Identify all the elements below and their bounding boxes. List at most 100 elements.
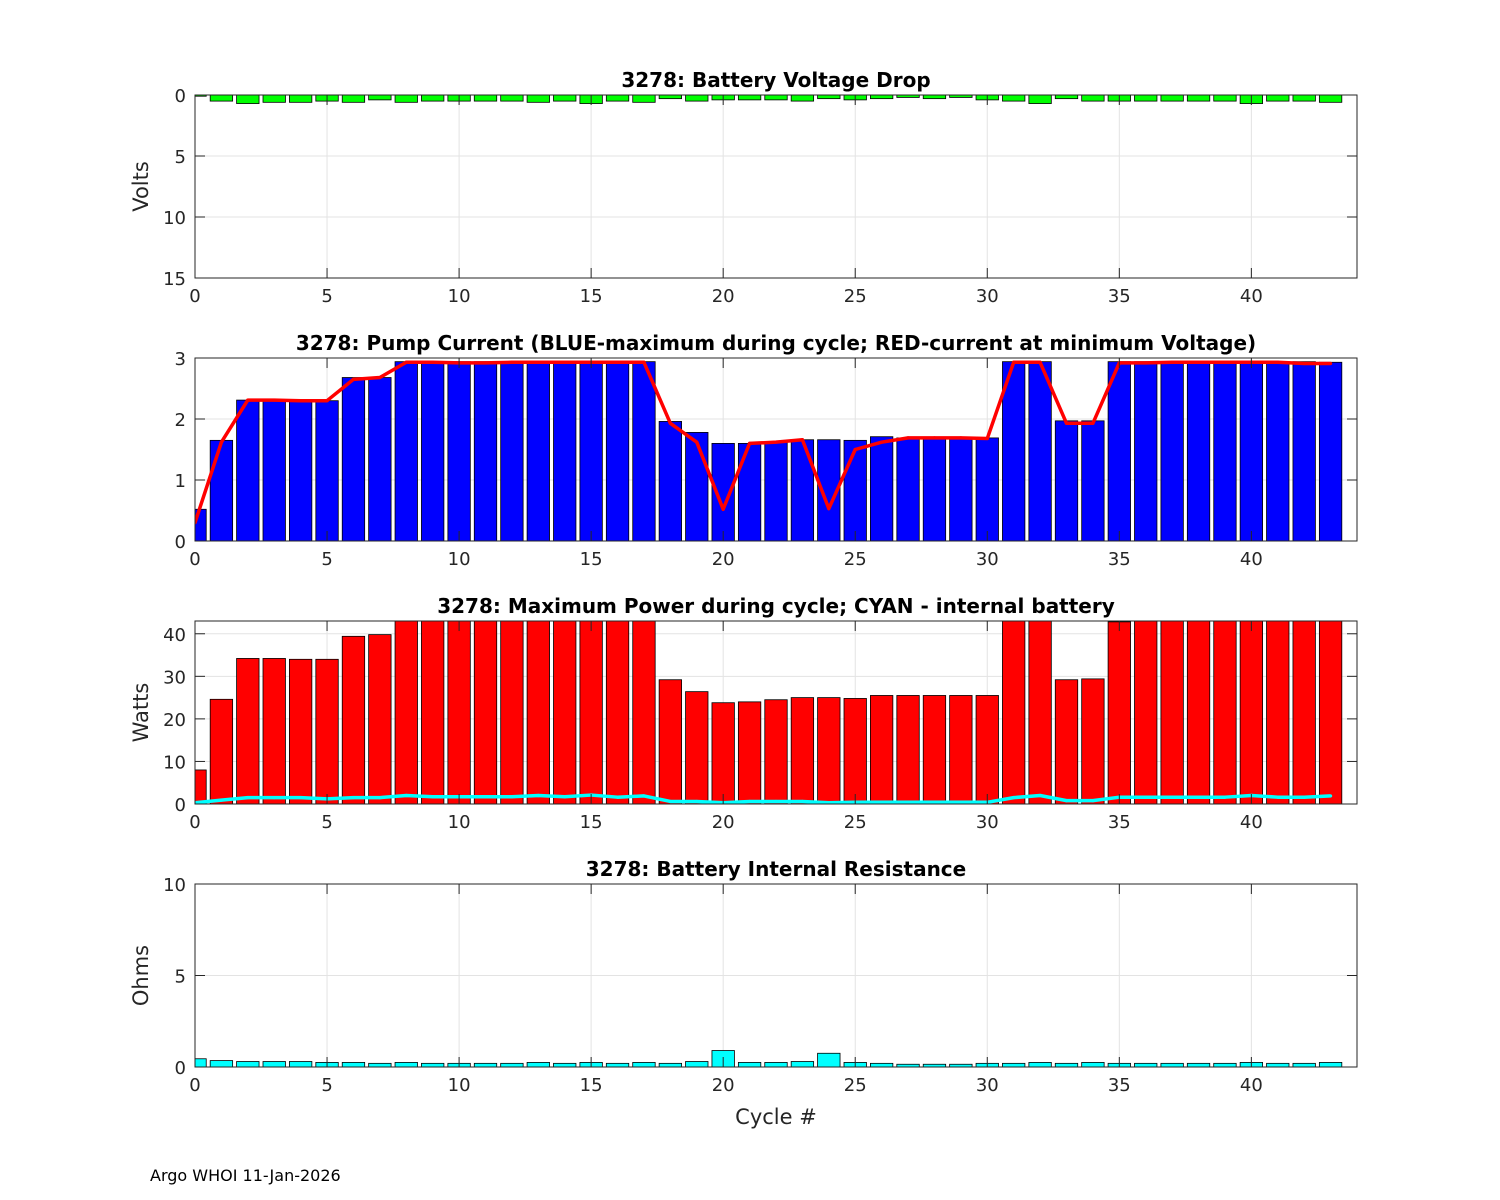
chart-title: 3278: Battery Voltage Drop [621,68,930,92]
chart-panel-4: 0 5 10 15 20 25 30 35 40 0 5 10 3278: Battery Intern… [129,857,1358,1129]
line-point [1302,361,1306,366]
bar [764,1062,788,1067]
bar [1213,1062,1237,1067]
y-tick-label: 40 [163,625,186,646]
line-point [1091,421,1095,425]
bar [1213,621,1237,804]
chart-title: 3278: Pump Current (BLUE-maximum during … [296,331,1256,355]
bar [922,95,947,100]
line-point [774,799,778,804]
bar [1292,1062,1316,1067]
bar [870,436,894,541]
bar [368,1062,392,1067]
line-point [1091,798,1095,803]
x-tick-label: 20 [712,286,735,307]
y-tick-label: 0 [175,532,186,553]
line-point [800,438,805,442]
y-tick-label: 0 [175,86,186,107]
line-point [880,440,884,444]
bar [817,697,841,804]
x-tick-label: 30 [976,286,999,307]
line-point [536,793,540,798]
line-point [721,507,725,511]
line-point [747,441,752,445]
bar [685,432,709,541]
x-tick-label: 25 [844,812,867,833]
line-point [1276,795,1280,799]
bar [209,439,234,541]
line-point [1038,793,1042,798]
bar [685,691,709,804]
y-tick-label: 3 [175,349,186,370]
bar [1292,361,1316,541]
bar [236,95,260,104]
line-point [668,421,672,425]
bar [896,95,920,98]
bar [949,437,973,541]
bar [790,697,815,804]
bar [632,361,656,541]
bar [764,95,788,101]
bar [1002,1062,1026,1067]
y-tick-label: 30 [163,667,186,688]
bar [553,1062,577,1067]
bar [262,658,286,804]
bar [315,400,339,541]
bar [500,95,524,102]
line-point [1328,361,1333,366]
bar [737,701,762,804]
bar [421,361,445,541]
x-tick-label: 40 [1240,549,1263,570]
y-tick-label: 1 [175,471,186,492]
axes-box [194,620,1358,805]
bar [1160,1062,1184,1067]
bar [1134,95,1158,102]
bar [1081,420,1105,541]
bar [1186,361,1211,541]
y-tick-label: 10 [163,875,186,896]
x-tick-label: 5 [321,1075,332,1096]
line-point [272,398,276,402]
bar [975,695,999,804]
bar [711,702,735,804]
line-point [219,798,224,802]
bar [447,621,471,804]
line-point [747,799,752,804]
x-tick-label: 30 [976,812,999,833]
line-point [351,796,356,800]
y-tick-label: 0 [175,1058,186,1079]
x-tick-label: 0 [189,812,200,833]
line-point [404,793,408,798]
bar [737,1062,762,1067]
bar [421,621,445,804]
footer-text: Argo WHOI 11-Jan-2026 [150,1166,341,1185]
x-tick-label: 20 [712,549,735,570]
bar [262,399,286,541]
bar [1292,621,1316,804]
line-point [1196,360,1201,364]
bar [1160,621,1184,804]
bar [1292,95,1316,102]
bar [553,361,577,541]
line-point [959,436,963,440]
bar [289,1061,313,1067]
bar [447,361,471,541]
bar [1213,95,1237,102]
line-point [800,799,805,804]
x-tick-label: 20 [712,812,735,833]
y-tick-label: 10 [163,752,186,773]
bar [632,621,656,804]
bar [1081,1062,1105,1067]
y-tick-label: 20 [163,710,186,731]
bar [394,621,418,804]
bar [1002,621,1026,804]
bar [922,1063,947,1067]
line-point [959,800,963,804]
bar [1186,95,1211,102]
bar [553,95,577,102]
bar [896,1063,920,1067]
bar [1318,361,1343,541]
line-point [1144,361,1148,365]
line-point [1223,360,1227,364]
